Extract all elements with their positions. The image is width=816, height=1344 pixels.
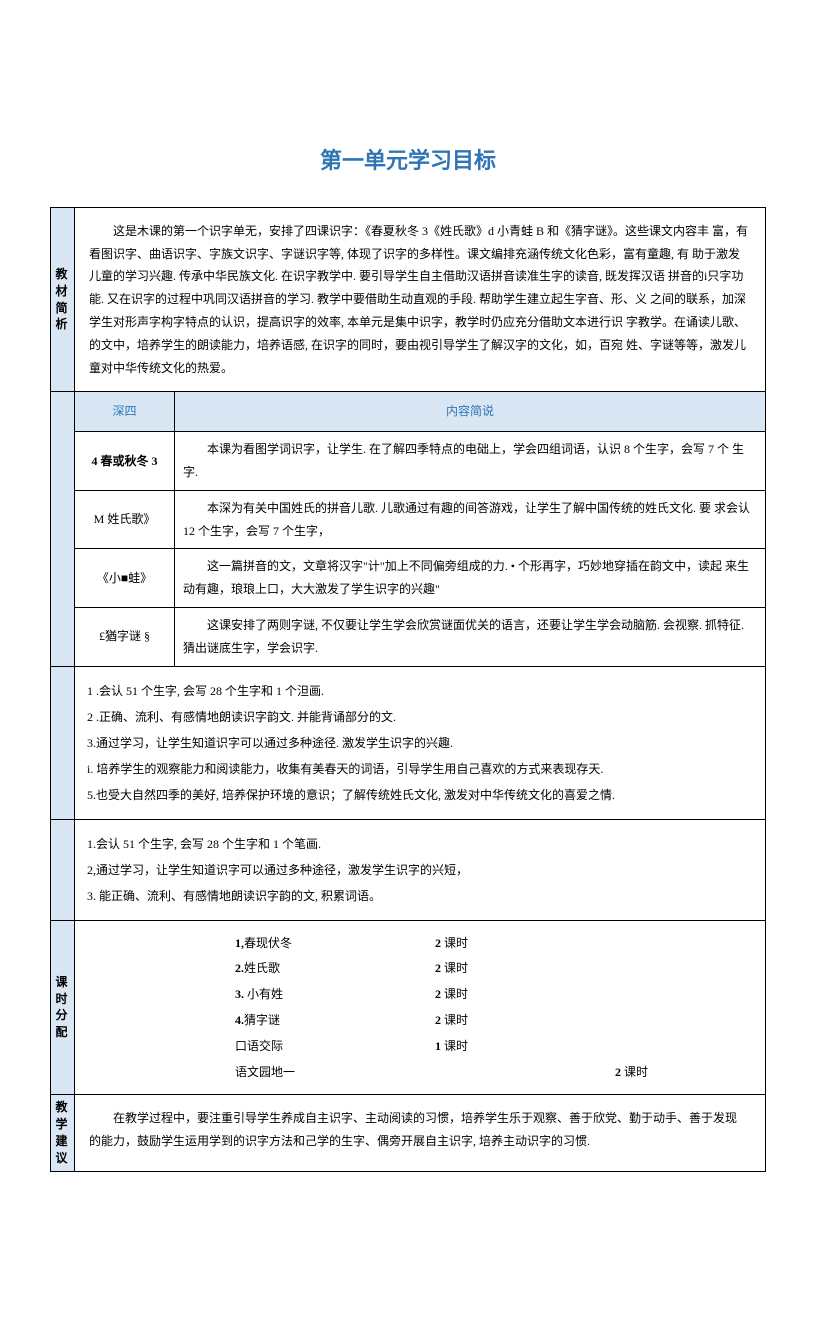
lesson-desc-1: 本课为看图学词识字，让学生. 在了解四季特点的电础上，学会四组词语，认识 8 个…	[175, 432, 766, 491]
lesson-desc-3: 这一篇拼音的文，文章将汉字"计"加上不同偏旁组成的力. • 个形再字，巧妙地穿插…	[175, 549, 766, 608]
goals1-content: 1 .会认 51 个生字, 会写 28 个生字和 1 个泹画. 2 .正确、流利…	[75, 666, 766, 819]
lesson-name-1: 4 春或秋冬 3	[75, 432, 175, 491]
lesson-name-2: M 姓氏歌》	[75, 490, 175, 549]
section-label-content	[51, 392, 75, 666]
section-label-goals1	[51, 666, 75, 819]
content-header-right: 内容简说	[175, 392, 766, 432]
lesson-desc-4: 这课安排了两则字谜, 不仅要让学生学会欣赏谜面优关的语言，还要让学生学会动脑筋.…	[175, 607, 766, 666]
section-label-schedule: 课时分配	[51, 920, 75, 1095]
section-label-suggestion: 教学建议	[51, 1095, 75, 1171]
section-label-material: 教材简析	[51, 207, 75, 392]
lesson-name-3: 《小■蛙》	[75, 549, 175, 608]
lesson-desc-2: 本深为有关中国姓氏的拼音儿歌. 儿歌通过有趣的间答游戏，让学生了解中国传统的姓氏…	[175, 490, 766, 549]
goals2-content: 1.会认 51 个生字, 会写 28 个生字和 1 个笔画. 2,通过学习，让学…	[75, 819, 766, 920]
suggestion-content: 在教学过程中，要注重引导学生养成自主识字、主动阅读的习惯，培养学生乐于观察、善于…	[75, 1095, 766, 1171]
material-analysis-content: 这是木课的第一个识字单无，安排了四课识字：《春夏秋冬 3《姓氏歌》d 小青蛙 B…	[75, 207, 766, 392]
content-header-left: 深四	[75, 392, 175, 432]
page-title: 第一单元学习目标	[50, 140, 766, 182]
schedule-content: 1,春现伏冬 2 课时 2.姓氏歌 2 课时 3. 小有姓 2 课时 4.猜字谜…	[75, 920, 766, 1095]
lesson-name-4: £猶字谜 §	[75, 607, 175, 666]
main-table: 教材简析 这是木课的第一个识字单无，安排了四课识字：《春夏秋冬 3《姓氏歌》d …	[50, 207, 766, 1172]
section-label-goals2	[51, 819, 75, 920]
